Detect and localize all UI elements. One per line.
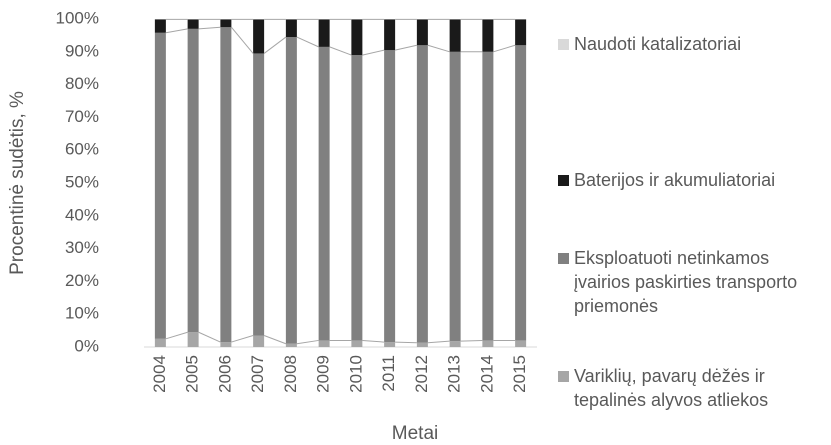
y-tick-label: 80% bbox=[65, 74, 99, 93]
y-tick-label: 0% bbox=[74, 336, 99, 355]
x-tick-label: 2014 bbox=[477, 355, 496, 393]
y-tick-label: 70% bbox=[65, 107, 99, 126]
bar-segment bbox=[384, 342, 396, 347]
bar-segment bbox=[449, 51, 461, 342]
x-tick-label: 2012 bbox=[412, 355, 431, 393]
bar-segment bbox=[384, 19, 396, 51]
legend-label: Naudoti katalizatoriai bbox=[574, 34, 742, 54]
y-tick-label: 60% bbox=[65, 140, 99, 159]
legend-item: Eksploatuoti netinkamos įvairios paskirt… bbox=[558, 246, 828, 318]
y-tick-label: 10% bbox=[65, 304, 99, 323]
bar-segment bbox=[384, 50, 396, 343]
bar-segment bbox=[253, 335, 265, 347]
bar-segment bbox=[220, 27, 232, 343]
legend-label: Eksploatuoti netinkamos įvairios paskirt… bbox=[574, 248, 798, 316]
series-line bbox=[263, 36, 287, 54]
x-tick-label: 2005 bbox=[183, 355, 202, 393]
x-tick-label: 2015 bbox=[510, 355, 529, 393]
bar-segment bbox=[154, 32, 166, 339]
series-line bbox=[296, 339, 319, 345]
legend-label: Baterijos ir akumuliatoriai bbox=[574, 170, 776, 190]
bar-segment bbox=[449, 19, 461, 52]
series-line bbox=[427, 44, 450, 53]
bar-segment bbox=[154, 19, 166, 33]
series-line bbox=[493, 44, 516, 53]
bar-segment bbox=[351, 340, 363, 347]
x-tick-label: 2009 bbox=[314, 355, 333, 393]
bar-segment bbox=[187, 28, 199, 333]
legend-swatch bbox=[558, 39, 569, 50]
bar-segment bbox=[482, 340, 494, 347]
bar-segment bbox=[416, 19, 428, 46]
bar-segment bbox=[351, 19, 363, 56]
series-line bbox=[395, 341, 417, 344]
x-tick-label: 2004 bbox=[150, 355, 169, 393]
legend-swatch bbox=[558, 371, 569, 382]
series-line bbox=[198, 331, 221, 343]
bar-segment bbox=[515, 45, 527, 341]
bar-segment bbox=[285, 19, 297, 38]
series-line bbox=[231, 335, 254, 343]
y-tick-label: 50% bbox=[65, 172, 99, 191]
y-tick-label: 20% bbox=[65, 271, 99, 290]
series-line bbox=[362, 49, 385, 56]
bar-segment bbox=[318, 340, 330, 347]
series-line bbox=[230, 26, 254, 54]
legend-label: Variklių, pavarų dėžės ir tepalinės alyv… bbox=[574, 366, 769, 410]
bar-segment bbox=[416, 342, 428, 347]
x-tick-label: 2011 bbox=[379, 355, 398, 392]
x-tick-label: 2010 bbox=[346, 355, 365, 393]
bar-segment bbox=[285, 37, 297, 344]
bar-segment bbox=[220, 342, 232, 347]
series-line bbox=[395, 44, 417, 51]
bar-segment bbox=[285, 343, 297, 347]
bar-segment bbox=[351, 55, 363, 341]
x-axis-label: Metai bbox=[392, 423, 438, 444]
bar-segment bbox=[449, 341, 461, 347]
bar-segment bbox=[416, 45, 428, 343]
bar-segment bbox=[253, 19, 265, 54]
x-tick-label: 2013 bbox=[445, 355, 464, 393]
bar-segment bbox=[515, 340, 527, 347]
bar-segment bbox=[318, 19, 330, 47]
y-tick-label: 30% bbox=[65, 238, 99, 257]
bar-segment bbox=[253, 53, 265, 336]
y-tick-label: 40% bbox=[65, 205, 99, 224]
series-line bbox=[296, 36, 319, 48]
series-line bbox=[460, 339, 483, 342]
bar-segment bbox=[482, 19, 494, 52]
legend-swatch bbox=[558, 175, 569, 186]
x-tick-label: 2007 bbox=[248, 355, 267, 393]
bar-segment bbox=[187, 19, 199, 29]
series-line bbox=[427, 340, 450, 344]
y-tick-label: 90% bbox=[65, 41, 99, 60]
x-tick-label: 2008 bbox=[281, 355, 300, 393]
y-axis-label: Procentinė sudėtis, % bbox=[7, 91, 28, 275]
x-tick-label: 2006 bbox=[215, 355, 234, 393]
bar-segment bbox=[515, 19, 527, 46]
series-line bbox=[362, 339, 385, 343]
series-line bbox=[198, 26, 221, 30]
bar-segment bbox=[187, 332, 199, 347]
legend-swatch bbox=[558, 253, 569, 264]
bar-segment bbox=[220, 19, 232, 28]
legend-item: Baterijos ir akumuliatoriai bbox=[558, 168, 828, 192]
series-line bbox=[329, 46, 352, 56]
series-line bbox=[263, 335, 287, 345]
y-tick-label: 100% bbox=[56, 8, 99, 27]
bar-segment bbox=[482, 51, 494, 341]
series-line bbox=[165, 28, 188, 34]
series-line bbox=[165, 331, 188, 340]
bar-segment bbox=[318, 46, 330, 341]
legend-item: Variklių, pavarų dėžės ir tepalinės alyv… bbox=[558, 364, 828, 412]
legend-item: Naudoti katalizatoriai bbox=[558, 32, 828, 56]
bar-segment bbox=[154, 338, 166, 347]
